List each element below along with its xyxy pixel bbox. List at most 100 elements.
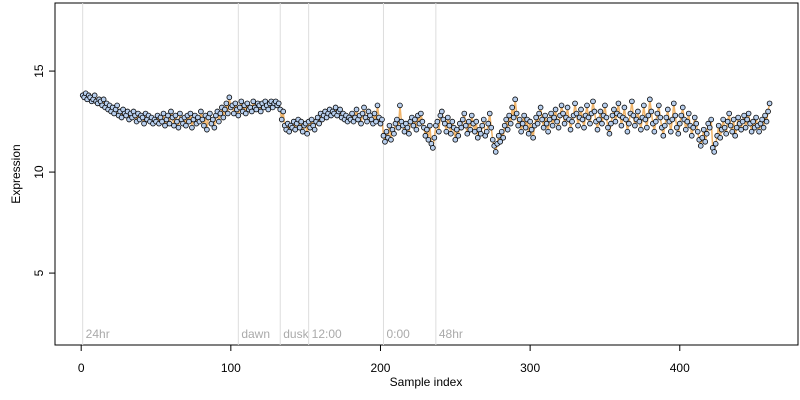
data-point — [278, 116, 285, 123]
annotation-label: dusk — [283, 327, 309, 341]
data-point — [623, 116, 629, 123]
data-point — [626, 120, 632, 127]
data-point — [172, 112, 179, 119]
data-point — [697, 143, 704, 149]
data-point — [629, 98, 635, 105]
data-point — [590, 98, 596, 105]
data-point — [521, 112, 527, 119]
data-point — [199, 116, 206, 123]
data-point — [204, 126, 210, 133]
data-point — [114, 102, 120, 109]
data-point — [275, 100, 282, 107]
data-point — [430, 145, 436, 151]
data-point — [663, 114, 670, 121]
data-point — [501, 122, 508, 129]
data-point — [495, 132, 502, 139]
data-point — [678, 112, 685, 119]
data-point — [641, 102, 647, 109]
data-point — [506, 112, 512, 119]
data-point — [654, 110, 661, 117]
data-point — [642, 116, 649, 123]
data-point — [211, 124, 218, 131]
data-point — [391, 130, 397, 137]
data-point — [515, 122, 521, 129]
series-line — [82, 90, 771, 155]
data-point — [530, 134, 536, 141]
data-point — [488, 124, 495, 131]
data-point — [609, 112, 616, 119]
data-point — [569, 118, 575, 125]
data-point — [427, 122, 433, 129]
data-point — [374, 102, 381, 109]
data-point — [489, 136, 496, 143]
data-point — [445, 114, 451, 121]
data-point — [225, 110, 231, 117]
data-point — [257, 108, 264, 115]
data-point — [311, 126, 318, 133]
data-point — [578, 106, 584, 113]
data-point — [238, 98, 245, 105]
data-point — [567, 126, 574, 133]
data-point — [177, 110, 183, 117]
data-point — [644, 124, 650, 131]
data-point — [765, 108, 771, 115]
data-point — [217, 110, 224, 117]
data-point — [721, 124, 728, 131]
data-point — [766, 100, 773, 107]
data-point — [739, 118, 746, 125]
data-point — [543, 120, 550, 127]
data-point — [479, 122, 486, 129]
x-tick-label: 300 — [520, 361, 540, 375]
data-point — [591, 108, 598, 115]
data-point — [380, 132, 387, 139]
data-point — [337, 106, 343, 113]
data-point — [436, 128, 442, 135]
data-point — [100, 96, 107, 103]
data-point — [442, 120, 448, 127]
data-point — [304, 130, 310, 137]
data-point — [612, 118, 619, 125]
data-point — [404, 124, 411, 131]
data-point — [648, 108, 655, 115]
data-point — [388, 136, 394, 143]
data-point — [141, 120, 147, 127]
data-point — [292, 126, 298, 133]
data-point — [763, 118, 770, 125]
data-point — [486, 110, 493, 117]
data-point — [358, 120, 364, 127]
data-point — [615, 100, 622, 107]
data-point — [458, 124, 465, 131]
data-point — [730, 116, 737, 123]
data-point — [596, 116, 602, 123]
data-point — [314, 114, 321, 121]
data-point — [684, 118, 691, 125]
data-point — [573, 110, 580, 117]
data-point — [545, 128, 551, 135]
data-point — [708, 116, 715, 123]
data-point — [410, 122, 417, 129]
data-point — [439, 108, 445, 115]
data-point — [558, 102, 565, 109]
data-point — [585, 114, 592, 121]
data-point — [519, 120, 526, 127]
data-point — [162, 122, 168, 129]
data-point — [712, 140, 719, 147]
data-point — [727, 122, 734, 129]
data-point — [540, 124, 547, 131]
data-point — [353, 106, 360, 113]
data-point — [91, 92, 98, 99]
data-point — [548, 110, 554, 117]
data-point — [166, 120, 173, 127]
data-point — [682, 126, 689, 133]
data-point — [715, 122, 722, 129]
data-point — [599, 120, 605, 127]
data-point — [744, 116, 750, 123]
data-point — [645, 112, 652, 119]
data-point — [467, 126, 474, 133]
x-tick-label: 400 — [670, 361, 690, 375]
data-point — [605, 124, 611, 131]
data-point — [657, 114, 664, 121]
data-point — [534, 120, 541, 127]
data-point — [662, 122, 668, 129]
data-point — [522, 124, 529, 131]
